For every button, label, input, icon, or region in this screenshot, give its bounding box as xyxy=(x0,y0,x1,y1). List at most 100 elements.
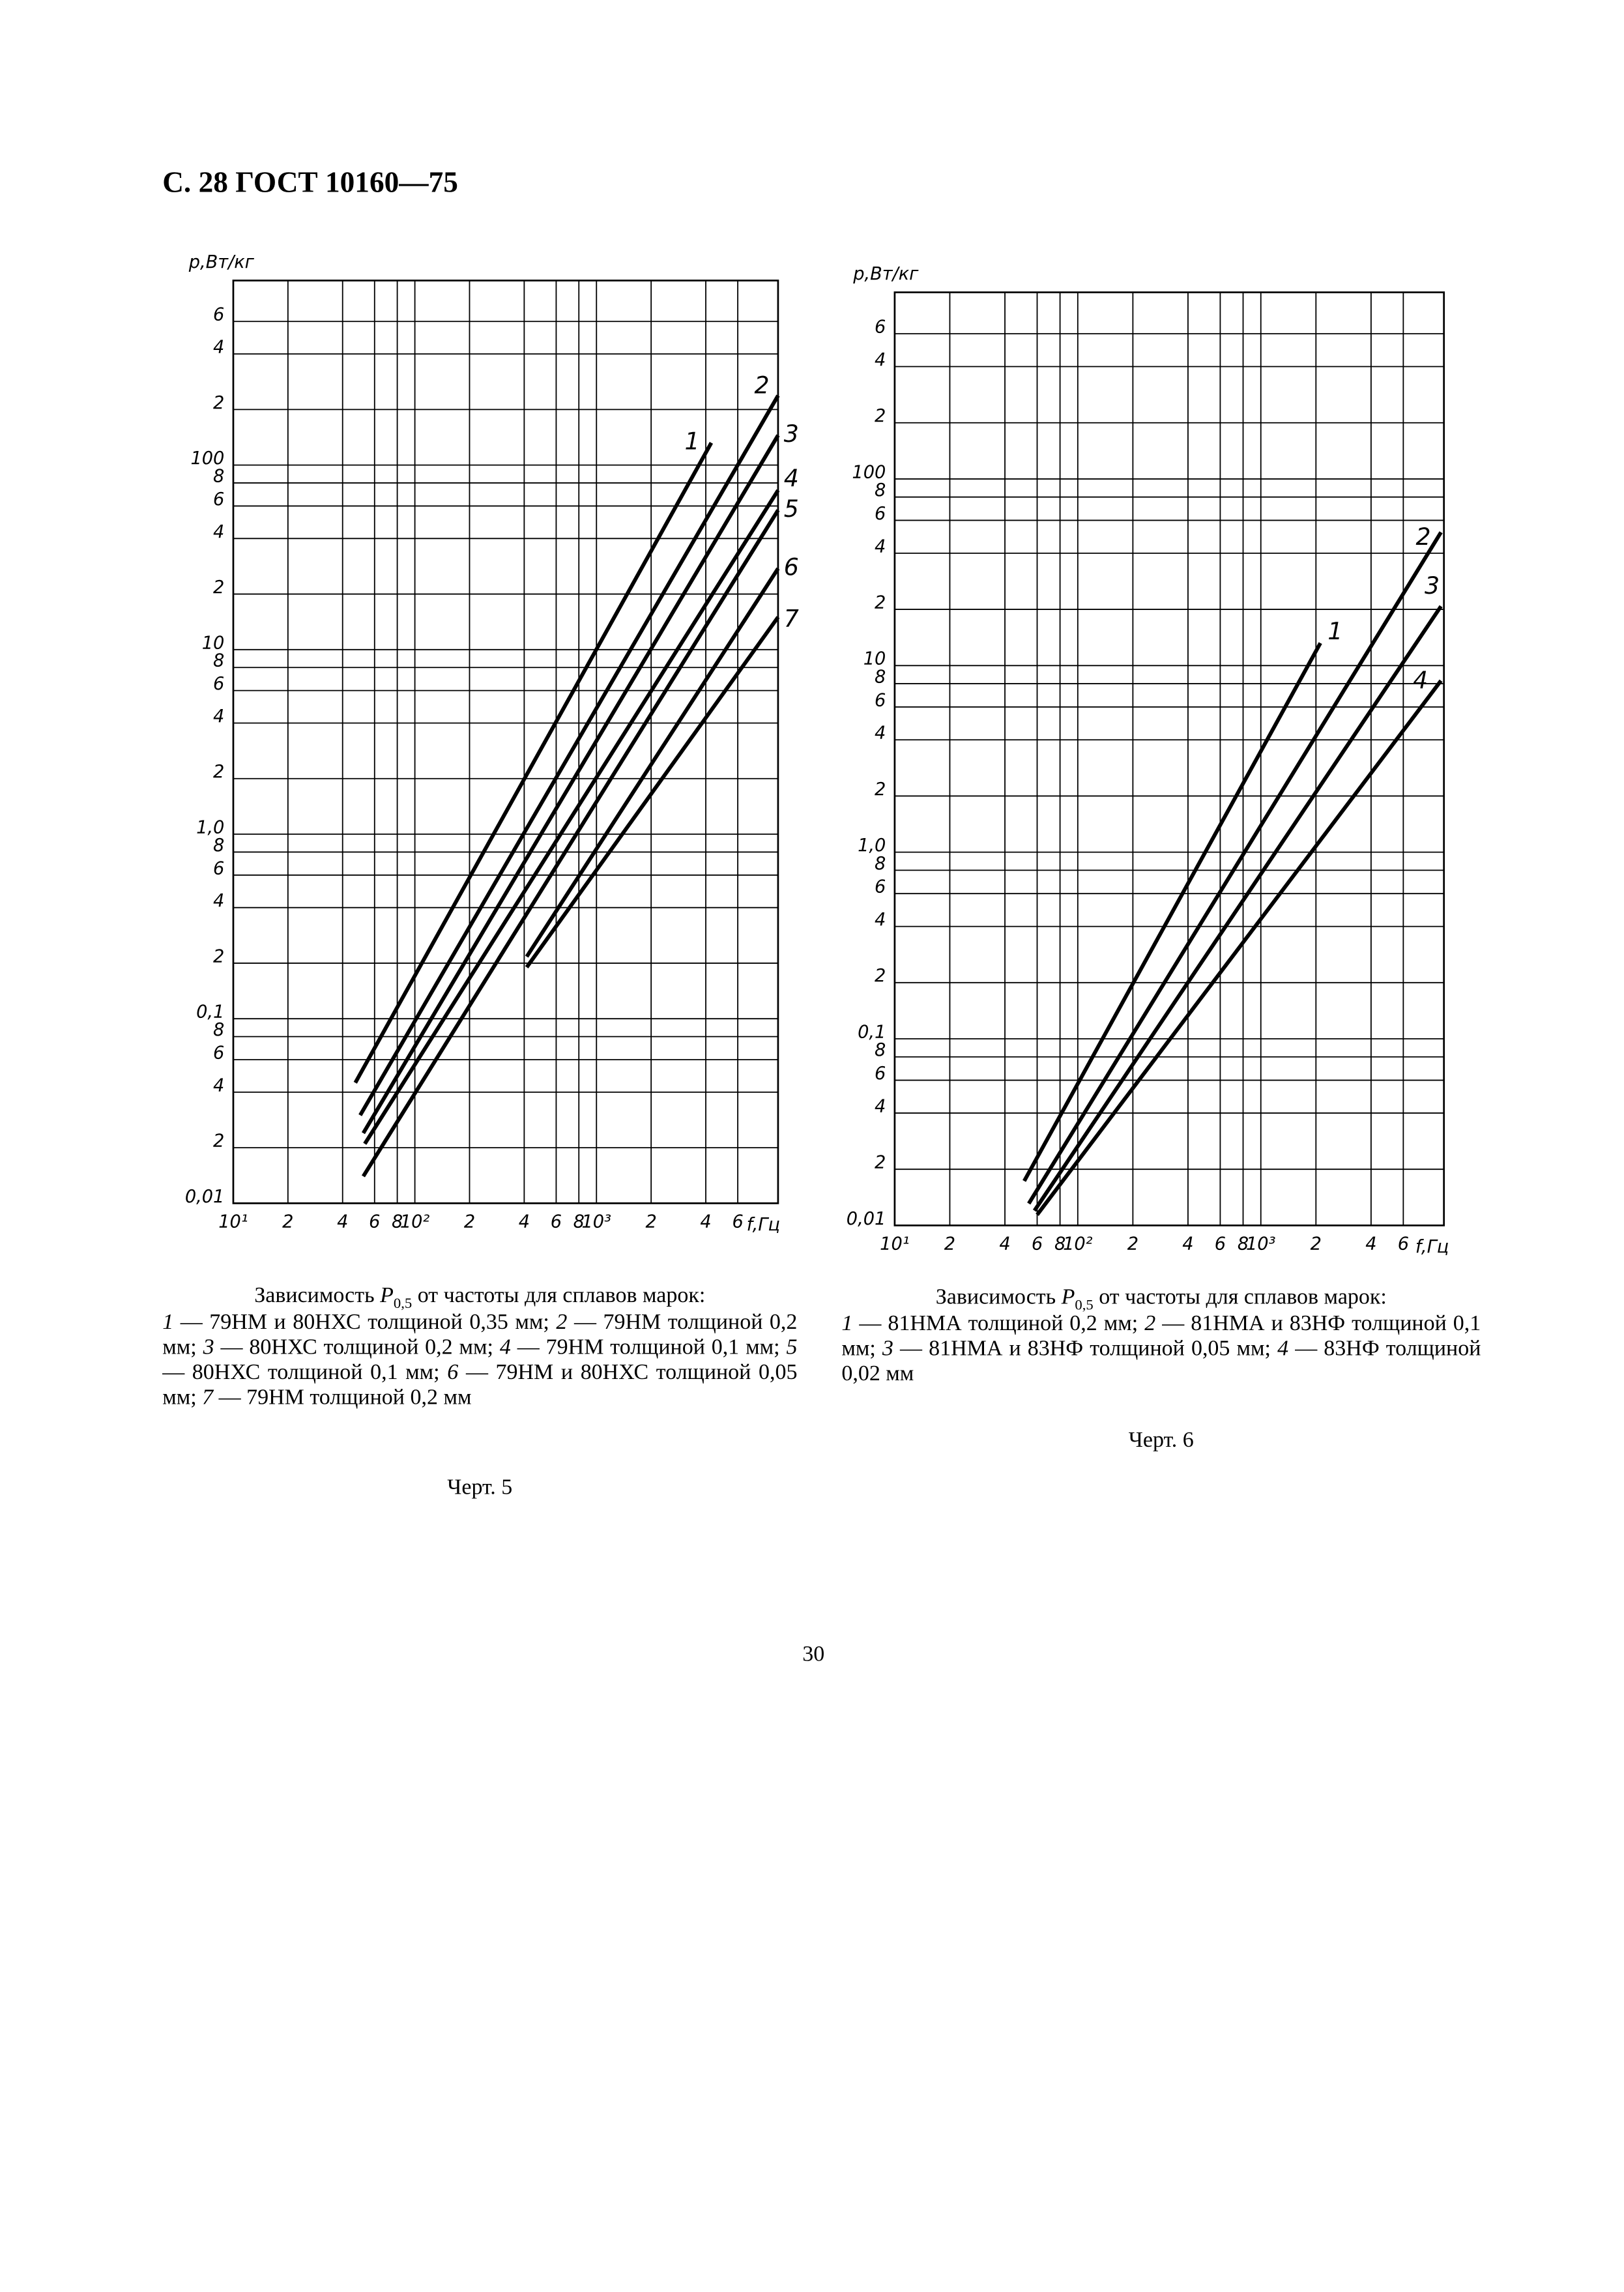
x-tick-label: 2 xyxy=(944,1234,955,1254)
y-tick-label: 8 xyxy=(213,1020,224,1040)
y-tick-label: 6 xyxy=(875,877,886,897)
series-line xyxy=(361,509,780,1178)
y-tick-label: 4 xyxy=(213,522,224,542)
series-label: 7 xyxy=(784,604,799,632)
item-text: — 81НМА и 83НФ толщиной 0,1 мм; xyxy=(841,1313,1481,1361)
y-tick-label: 0,01 xyxy=(185,1187,225,1207)
y-tick-label: 8 xyxy=(213,651,224,671)
item-text: — 79НМ и 80НХС толщиной 0,05 мм; xyxy=(162,1361,798,1410)
y-tick-label: 8 xyxy=(875,480,886,500)
y-tick-label: 4 xyxy=(213,1075,224,1095)
caption-text: от частоты для сплавов марок: xyxy=(1099,1286,1387,1310)
x-tick-label: 6 xyxy=(1398,1234,1409,1254)
series-line xyxy=(1027,531,1443,1205)
x-tick-label: 4 xyxy=(519,1211,530,1232)
caption-text: Зависимость xyxy=(254,1284,375,1309)
x-tick-label: 4 xyxy=(1365,1234,1376,1254)
x-tick-label: 10¹ xyxy=(218,1211,248,1232)
item-number: 1 xyxy=(162,1311,174,1335)
caption-text: Зависимость xyxy=(935,1286,1056,1310)
y-tick-label: 6 xyxy=(213,305,224,325)
y-tick-label: 6 xyxy=(875,1064,886,1084)
series-label: 1 xyxy=(1327,617,1342,645)
y-tick-label: 8 xyxy=(213,467,224,487)
series-label: 3 xyxy=(784,420,799,448)
item-text: — 80НХС толщиной 0,2 мм; xyxy=(220,1336,493,1360)
x-tick-label: 8 xyxy=(1238,1234,1249,1254)
series-label: 4 xyxy=(784,464,799,492)
y-tick-label: 2 xyxy=(875,779,886,800)
caption-symbol: P xyxy=(1061,1286,1075,1310)
item-text: — 79НМ и 80НХС толщиной 0,35 мм; xyxy=(180,1311,549,1335)
item-text: — 80НХС толщиной 0,1 мм; xyxy=(162,1361,440,1385)
figure-label: Черт. 5 xyxy=(447,1476,513,1500)
item-number: 5 xyxy=(786,1336,798,1360)
item-number: 2 xyxy=(1144,1313,1156,1337)
y-tick-label: 6 xyxy=(213,489,224,510)
caption-subscript: 0,5 xyxy=(393,1296,413,1313)
series-line xyxy=(1022,642,1322,1182)
y-tick-label: 10 xyxy=(863,649,886,669)
x-tick-label: 8 xyxy=(573,1211,585,1232)
series-label: 6 xyxy=(784,553,799,581)
page-number: 30 xyxy=(802,1643,825,1667)
x-tick-label: 10² xyxy=(400,1211,430,1232)
y-tick-label: 0,1 xyxy=(858,1022,886,1042)
y-tick-label: 4 xyxy=(213,891,224,911)
series-line xyxy=(1032,605,1443,1212)
y-tick-label: 4 xyxy=(875,1096,886,1116)
series-label: 1 xyxy=(685,427,700,455)
x-tick-label: 4 xyxy=(999,1234,1010,1254)
y-tick-label: 4 xyxy=(875,910,886,930)
series-line xyxy=(353,442,714,1084)
x-tick-label: 8 xyxy=(1054,1234,1066,1254)
series-line xyxy=(363,489,780,1145)
y-tick-label: 100 xyxy=(852,462,886,482)
y-tick-label: 2 xyxy=(875,1153,886,1173)
series-label: 2 xyxy=(754,371,769,399)
item-text: — 79НМ толщиной 0,2 мм xyxy=(218,1386,472,1410)
x-tick-label: 6 xyxy=(1032,1234,1043,1254)
item-text: — 79НМ толщиной 0,1 мм; xyxy=(517,1336,780,1360)
x-tick-label: 2 xyxy=(645,1211,656,1232)
caption-symbol: P xyxy=(380,1284,394,1309)
x-tick-label: 6 xyxy=(551,1211,562,1232)
caption-title: Зависимость P0,5 от частоты для сплавов … xyxy=(841,1286,1481,1314)
x-tick-label: 4 xyxy=(1182,1234,1193,1254)
x-tick-label: 6 xyxy=(732,1211,743,1232)
x-tick-label: 6 xyxy=(1215,1234,1226,1254)
y-tick-label: 6 xyxy=(213,858,224,878)
series-line xyxy=(361,434,780,1135)
caption-text: от частоты для сплавов марок: xyxy=(417,1284,706,1309)
series-label: 2 xyxy=(1415,523,1430,551)
x-tick-label: 6 xyxy=(369,1211,380,1232)
y-tick-label: 2 xyxy=(875,593,886,613)
caption-items: 1 — 79НМ и 80НХС толщиной 0,35 мм; 2 — 7… xyxy=(162,1311,797,1412)
y-tick-label: 4 xyxy=(875,723,886,744)
series-line xyxy=(358,394,780,1116)
item-number: 3 xyxy=(882,1337,893,1361)
item-text: — 79НМ толщиной 0,2 мм; xyxy=(162,1311,798,1360)
y-tick-label: 2 xyxy=(213,393,224,413)
y-tick-label: 6 xyxy=(213,1043,224,1063)
y-tick-label: 4 xyxy=(875,536,886,557)
item-number: 1 xyxy=(841,1313,853,1337)
y-tick-label: 10 xyxy=(202,633,225,653)
series-label: 4 xyxy=(1413,667,1428,695)
y-tick-label: 100 xyxy=(190,448,224,469)
x-tick-label: 2 xyxy=(1127,1234,1138,1254)
item-text: — 83НФ толщиной 0,02 мм xyxy=(841,1337,1481,1387)
x-tick-label: 4 xyxy=(700,1211,711,1232)
caption-items: 1 — 81НМА толщиной 0,2 мм; 2 — 81НМА и 8… xyxy=(841,1313,1481,1388)
y-tick-label: 1,0 xyxy=(196,817,224,837)
y-axis-label: р,Вт/кг xyxy=(188,252,255,272)
plot-frame xyxy=(232,280,779,1204)
x-tick-label: 8 xyxy=(392,1211,403,1232)
y-tick-label: 2 xyxy=(213,946,224,966)
y-tick-label: 8 xyxy=(875,854,886,874)
y-tick-label: 8 xyxy=(213,835,224,856)
y-tick-label: 2 xyxy=(875,966,886,986)
y-tick-label: 0,01 xyxy=(847,1209,886,1229)
